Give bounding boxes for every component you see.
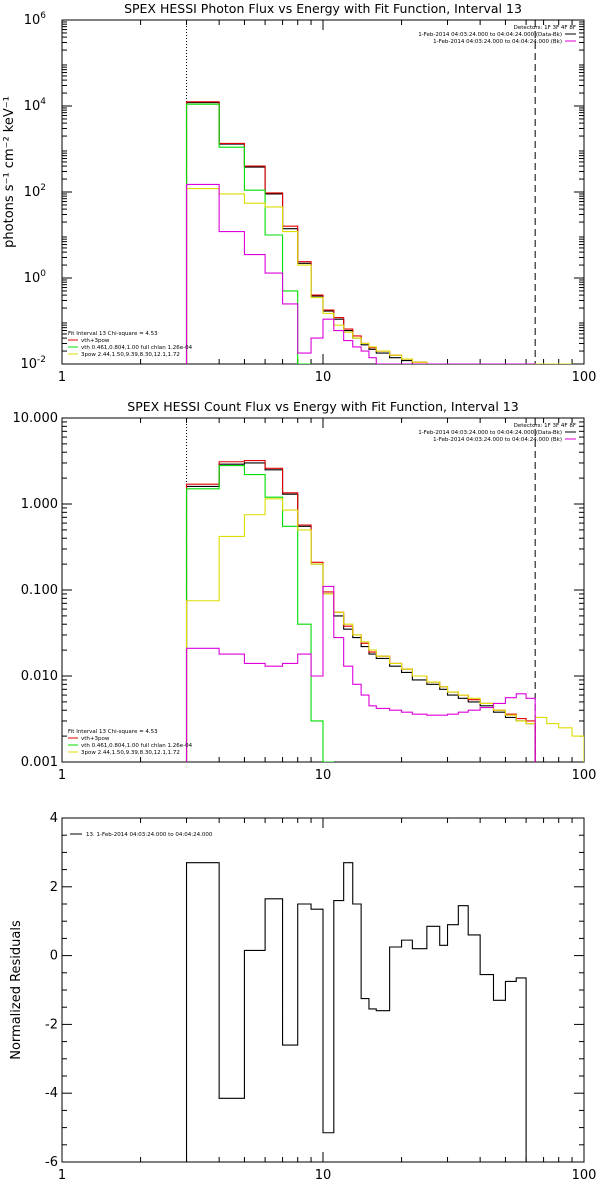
x-tick-label: 1 [58, 370, 66, 385]
y-tick-label: 10.000 [13, 411, 59, 426]
x-axis: 1 10 100 [58, 818, 597, 1183]
y-tick-label: 102 [24, 183, 46, 200]
series-line-5 [185, 183, 536, 364]
legend-label: 3pow 2.44,1.50,9.39,8.30,12.1,1.72 [81, 750, 180, 756]
series-group [185, 101, 573, 364]
legend-label: Fit Interval 13 Chi-square = 4.53 [68, 729, 158, 735]
y-tick-label: 106 [24, 11, 47, 28]
legend-label: vth 0.461,0.804,1.00 full chlan 1.26e-04 [81, 743, 193, 749]
x-axis: 1 10 100 [58, 20, 597, 385]
y-tick-label: 104 [24, 97, 47, 114]
y-tick-base: 10 [24, 271, 41, 286]
x-tick-label: 1 [58, 768, 66, 783]
series-group [185, 862, 527, 1162]
y-tick-label: 0.010 [21, 669, 58, 684]
y-tick-label: 2 [50, 880, 58, 895]
y-tick-label: 0.001 [21, 755, 58, 770]
x-tick-label: 100 [572, 768, 597, 783]
y-axis-label: Normalized Residuals [9, 920, 24, 1060]
y-axis: -6 -4 -2 0 2 4 [45, 811, 584, 1170]
legend-heading: Detectors: 1F 3F 4F 8F [514, 423, 576, 429]
chart-title: SPEX HESSI Photon Flux vs Energy with Fi… [124, 1, 522, 16]
y-tick-label: -4 [45, 1086, 58, 1101]
legend-label: 1-Feb-2014 04:03:24.000 to 04:04:24.000 … [433, 39, 562, 45]
series-group [185, 460, 584, 762]
y-tick-label: 0.100 [21, 583, 58, 598]
y-tick-label: 1.000 [21, 497, 58, 512]
legend-top: Detectors: 1F 3F 4F 8F1-Feb-2014 04:03:2… [418, 423, 576, 443]
y-tick-exponent: -2 [37, 355, 46, 365]
legend-heading: Detectors: 1F 3F 4F 8F [514, 25, 576, 31]
legend-label: 1-Feb-2014 04:03:24.000 to 04:04:24.000 … [418, 32, 562, 38]
y-tick-base: 10 [20, 357, 37, 372]
series-line-1 [185, 462, 536, 762]
chart-title: SPEX HESSI Count Flux vs Energy with Fit… [127, 399, 518, 414]
legend-label: 13. 1-Feb-2014 04:03:24.000 to 04:04:24.… [86, 832, 213, 838]
x-tick-label: 10 [315, 768, 332, 783]
x-tick-label: 1 [58, 1168, 66, 1183]
panel-2: SPEX HESSI Count Flux vs Energy with Fit… [13, 399, 597, 783]
y-axis-label: photons s⁻¹ cm⁻² keV⁻¹ [2, 96, 17, 248]
legend-label: 1-Feb-2014 04:03:24.000 to 04:04:24.000 … [433, 437, 562, 443]
legend-bottom: Fit Interval 13 Chi-square = 4.53vth+3po… [68, 729, 193, 756]
panel-3: 1 10 100 -6 -4 -2 0 2 4 Normalized Residuals 13. 1… [9, 811, 596, 1183]
series-line-3 [185, 103, 312, 364]
y-tick-label: 0 [50, 949, 58, 964]
legend-top: Detectors: 1F 3F 4F 8F1-Feb-2014 04:03:2… [418, 25, 576, 45]
series-line-4 [185, 188, 573, 364]
series-line-5 [185, 585, 536, 762]
legend-label: Fit Interval 13 Chi-square = 4.53 [68, 331, 158, 337]
series-line-2 [185, 460, 536, 762]
y-tick-exponent: 6 [40, 11, 46, 21]
legend-label: 1-Feb-2014 04:03:24.000 to 04:04:24.000 … [418, 430, 562, 436]
series-line-4 [185, 498, 584, 762]
y-tick-base: 10 [24, 99, 41, 114]
legend-label: 3pow 2.44,1.50,9.39,8.30,12.1,1.72 [81, 352, 180, 358]
y-tick-label: -6 [45, 1155, 58, 1170]
y-tick-label: 10-2 [20, 355, 46, 372]
series-line-3 [185, 464, 334, 762]
y-tick-base: 10 [24, 13, 41, 28]
legend-label: vth+3pow [81, 338, 110, 344]
legend-label: vth 0.461,0.804,1.00 full chlan 1.26e-04 [81, 345, 193, 351]
y-tick-label: 100 [24, 269, 47, 286]
legend-top: 13. 1-Feb-2014 04:03:24.000 to 04:04:24.… [70, 832, 213, 838]
series-line-1 [185, 862, 527, 1162]
x-tick-label: 10 [315, 1168, 332, 1183]
y-axis: 0.001 0.010 0.100 1.000 10.000 [13, 411, 584, 770]
y-tick-exponent: 4 [40, 97, 46, 107]
y-tick-label: -2 [45, 1017, 58, 1032]
y-tick-base: 10 [24, 185, 41, 200]
y-tick-label: 4 [50, 811, 58, 826]
x-tick-label: 100 [572, 1168, 597, 1183]
series-line-2 [185, 101, 536, 364]
panel-1: SPEX HESSI Photon Flux vs Energy with Fi… [2, 1, 596, 385]
x-tick-label: 100 [572, 370, 597, 385]
legend-bottom: Fit Interval 13 Chi-square = 4.53vth+3po… [68, 331, 193, 358]
y-tick-exponent: 0 [40, 269, 46, 279]
series-line-1 [185, 102, 536, 364]
y-tick-exponent: 2 [40, 183, 46, 193]
x-tick-label: 10 [315, 370, 332, 385]
legend-label: vth+3pow [81, 736, 110, 742]
